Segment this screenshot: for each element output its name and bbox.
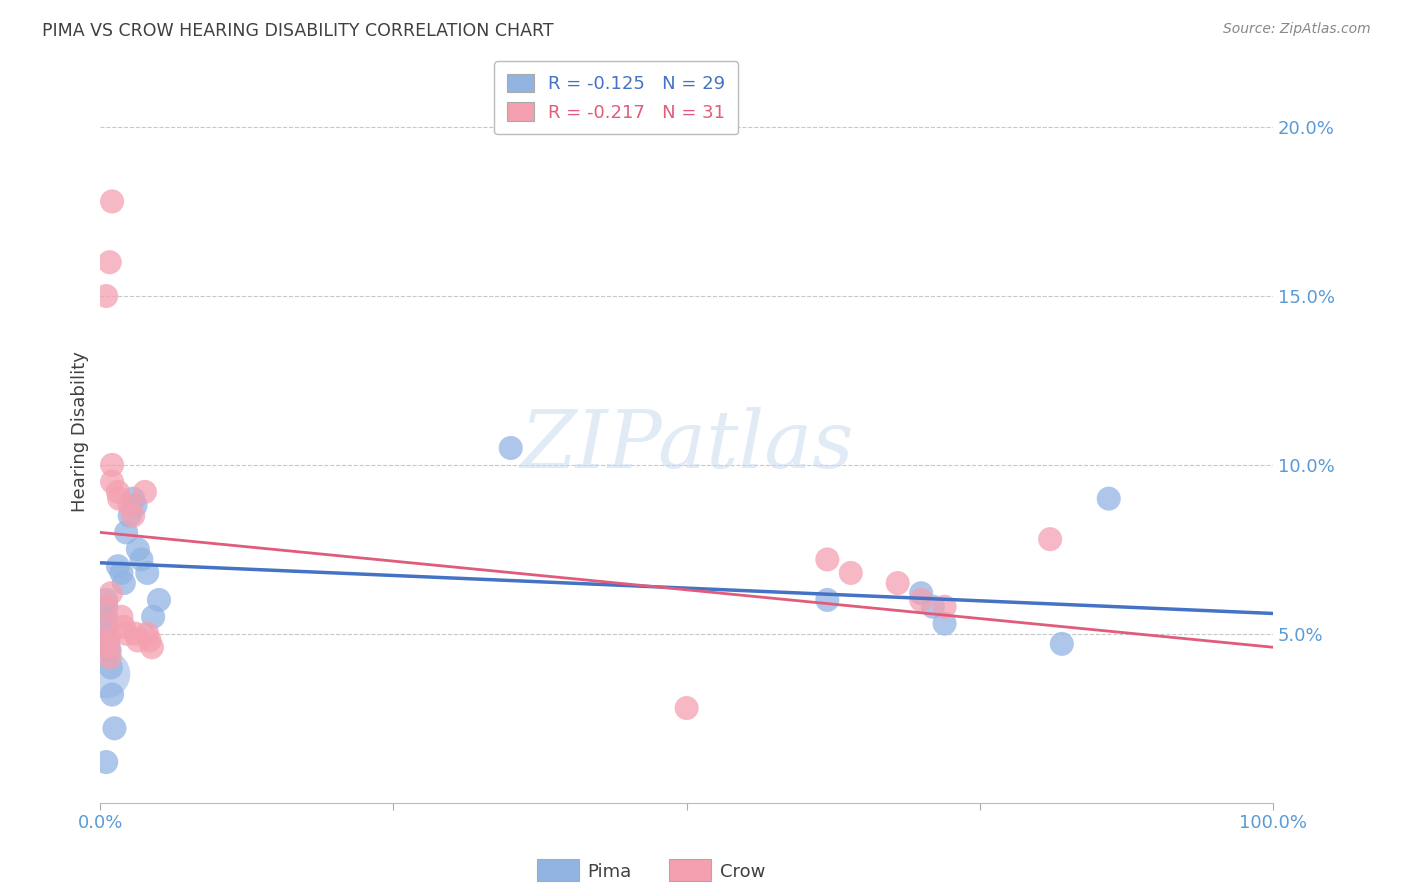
Point [115,525,138,540]
Point [101,458,124,472]
Point [96,593,118,607]
Point [100,660,122,674]
Point [118,499,141,513]
Point [142,610,165,624]
Point [96,289,118,303]
Point [100,586,122,600]
Point [96,620,118,634]
Point [136,626,159,640]
Point [107,484,129,499]
Point [103,721,125,735]
Point [110,566,132,580]
Point [131,552,153,566]
Point [127,542,149,557]
Point [112,620,135,634]
Text: PIMA VS CROW HEARING DISABILITY CORRELATION CHART: PIMA VS CROW HEARING DISABILITY CORRELAT… [42,22,554,40]
Point [1039,532,1062,546]
Point [110,610,132,624]
Point [839,566,862,580]
Point [886,576,908,591]
Text: Source: ZipAtlas.com: Source: ZipAtlas.com [1223,22,1371,37]
Point [138,633,160,648]
Text: ZIPatlas: ZIPatlas [520,408,853,484]
Point [122,491,145,506]
Point [148,593,170,607]
Point [96,610,118,624]
Text: Pima: Pima [588,863,631,881]
Point [124,626,146,640]
Point [108,491,131,506]
Point [98,255,121,269]
Point [96,599,118,614]
Point [124,499,146,513]
Point [934,616,956,631]
Point [934,599,956,614]
Point [101,475,124,489]
Point [910,586,932,600]
Point [96,755,118,769]
Text: Crow: Crow [720,863,765,881]
Point [499,441,522,455]
Point [101,688,124,702]
Point [98,643,121,657]
Y-axis label: Hearing Disability: Hearing Disability [72,351,89,511]
Point [134,484,156,499]
Point [96,667,118,681]
Point [675,701,697,715]
Point [107,559,129,574]
Point [910,593,932,607]
Point [1050,637,1073,651]
Point [815,593,838,607]
Point [136,566,159,580]
Point [112,576,135,591]
Point [815,552,838,566]
Point [122,508,145,523]
Point [97,640,120,655]
Point [96,633,118,648]
Point [127,633,149,648]
Point [115,626,138,640]
Point [101,194,124,209]
Point [96,620,118,634]
Point [98,650,121,665]
Point [141,640,163,655]
Point [96,599,118,614]
Point [118,508,141,523]
Legend: R = -0.125   N = 29, R = -0.217   N = 31: R = -0.125 N = 29, R = -0.217 N = 31 [495,62,738,134]
Point [921,599,943,614]
Point [97,633,120,648]
Point [1098,491,1121,506]
